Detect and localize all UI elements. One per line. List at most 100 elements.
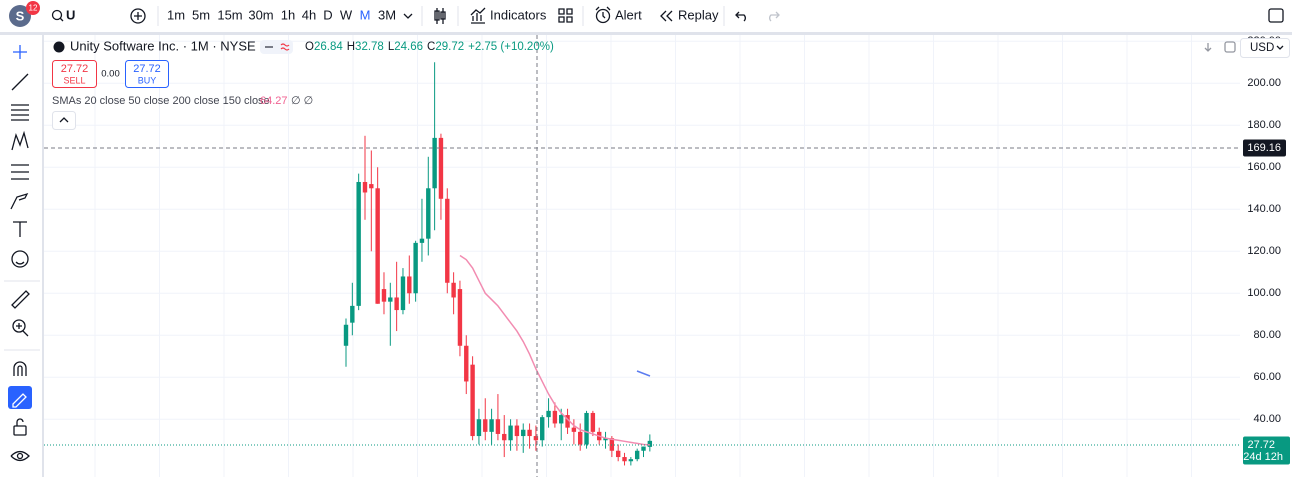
candle-body xyxy=(438,137,444,199)
replay-icon[interactable] xyxy=(660,10,673,22)
interval[interactable]: 30m xyxy=(248,7,273,22)
scroll-icon[interactable] xyxy=(1204,43,1212,52)
text-tool[interactable] xyxy=(13,221,27,237)
y-tick-label: 100.00 xyxy=(1247,287,1281,299)
collapse-button[interactable] xyxy=(52,111,76,130)
countdown: 24d 12h xyxy=(1243,451,1283,463)
candle-body xyxy=(540,417,545,441)
lock-tool xyxy=(16,418,24,426)
last-price-label: 27.72 xyxy=(1247,439,1275,451)
interval[interactable]: 15m xyxy=(217,7,242,22)
candle-body xyxy=(647,440,653,447)
h-label: H xyxy=(347,41,355,53)
currency-box[interactable] xyxy=(1240,38,1290,58)
interval[interactable]: M xyxy=(360,7,371,22)
fib-tool[interactable] xyxy=(11,104,29,121)
candle-body xyxy=(527,429,532,437)
visibility-tool[interactable] xyxy=(10,450,30,462)
price-axis xyxy=(1240,35,1292,477)
compare-icon[interactable] xyxy=(130,8,146,24)
candle-body xyxy=(407,276,412,294)
interval[interactable]: 3M xyxy=(378,7,396,22)
interval[interactable]: W xyxy=(340,7,353,22)
candle-body xyxy=(343,324,349,346)
ruler-tool[interactable] xyxy=(11,290,30,309)
candle-body xyxy=(362,181,368,193)
cursor-tool[interactable] xyxy=(13,45,27,59)
buy-button[interactable] xyxy=(125,60,169,88)
trendline-tool[interactable] xyxy=(11,73,29,91)
spread: 0.00 xyxy=(101,69,120,80)
icon-tool[interactable] xyxy=(11,250,29,268)
candle-body xyxy=(615,450,621,458)
interval[interactable]: 4h xyxy=(302,7,316,22)
prediction-tool[interactable] xyxy=(11,164,29,180)
candle-body xyxy=(533,436,539,441)
magnet-tool[interactable] xyxy=(13,361,27,376)
stay-drawing-icon xyxy=(12,393,27,408)
legend-pill-icon xyxy=(280,43,290,51)
zoom-tool xyxy=(16,323,29,337)
candle-body xyxy=(634,450,640,460)
interval[interactable]: D xyxy=(323,7,332,22)
fullscreen-icon[interactable] xyxy=(1268,8,1284,23)
currency: USD xyxy=(1250,42,1274,54)
interval[interactable]: 5m xyxy=(192,7,210,22)
lock-tool[interactable] xyxy=(13,425,27,436)
symbol[interactable]: U xyxy=(66,7,75,22)
sell-button[interactable] xyxy=(52,60,97,88)
legend-title: Unity Software Inc. · 1M · NYSE xyxy=(70,38,256,53)
zoom-tool[interactable] xyxy=(12,319,26,333)
candle-body xyxy=(584,412,589,445)
crosshair-label-bg xyxy=(1243,139,1286,157)
candle-body xyxy=(565,415,570,428)
y-tick-label: 140.00 xyxy=(1247,203,1281,215)
candle-body xyxy=(369,184,374,189)
candle-body xyxy=(388,297,393,302)
o-label: O xyxy=(305,41,314,53)
alert-icon[interactable] xyxy=(595,8,611,24)
brush-tool[interactable] xyxy=(10,192,29,210)
redo-icon[interactable] xyxy=(769,11,780,22)
currency-chevron xyxy=(1276,45,1284,50)
candle-body xyxy=(451,282,456,298)
l-value: 24.66 xyxy=(394,41,423,53)
indicators-icon[interactable] xyxy=(470,7,486,24)
interval[interactable]: 1m xyxy=(167,7,185,22)
candle-body xyxy=(413,242,418,294)
candle-body xyxy=(559,415,564,424)
undo-icon[interactable] xyxy=(735,11,746,22)
h-value: 32.78 xyxy=(355,41,384,53)
candle-body xyxy=(432,137,437,189)
legend-pill[interactable] xyxy=(260,40,293,54)
replay-button[interactable]: Replay xyxy=(678,7,719,22)
candle-body xyxy=(419,238,425,243)
chart-type-icon[interactable] xyxy=(434,8,446,24)
y-tick-label: 200.00 xyxy=(1247,77,1281,89)
left-toolbar-border xyxy=(42,35,44,477)
candle-body xyxy=(552,410,558,424)
avatar[interactable] xyxy=(9,5,31,27)
layouts-icon[interactable] xyxy=(558,8,573,23)
candle-body xyxy=(578,431,583,445)
crosshair-label: 169.16 xyxy=(1247,142,1281,154)
candle-body xyxy=(622,457,627,462)
interval-chevron[interactable] xyxy=(403,13,413,19)
collapse-icon xyxy=(59,117,69,123)
sell-label: SELL xyxy=(63,75,85,85)
badge xyxy=(26,1,40,15)
pattern-tool[interactable] xyxy=(11,130,29,151)
alert-button[interactable]: Alert xyxy=(615,7,642,22)
reset-icon[interactable] xyxy=(1224,41,1236,53)
candle-body xyxy=(356,181,361,306)
buy-price: 27.72 xyxy=(133,63,161,75)
compare-icon xyxy=(134,12,142,20)
search-icon[interactable] xyxy=(51,9,63,21)
interval[interactable]: 1h xyxy=(281,7,295,22)
candle-body xyxy=(375,188,380,304)
candle-body xyxy=(350,305,355,323)
indicators-button[interactable]: Indicators xyxy=(490,7,547,22)
user-drawing[interactable] xyxy=(636,370,651,377)
avatar-letter: S xyxy=(16,8,25,23)
